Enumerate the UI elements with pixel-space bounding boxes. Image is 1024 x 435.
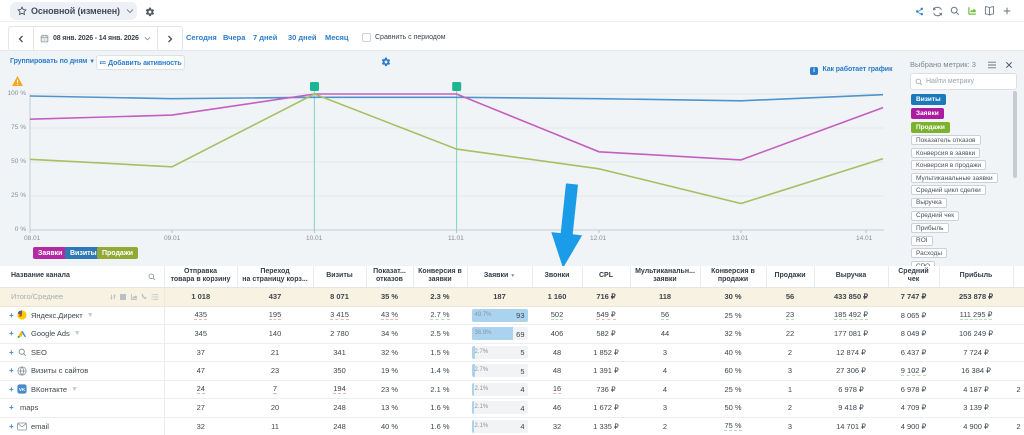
svg-text:VK: VK	[19, 387, 26, 392]
